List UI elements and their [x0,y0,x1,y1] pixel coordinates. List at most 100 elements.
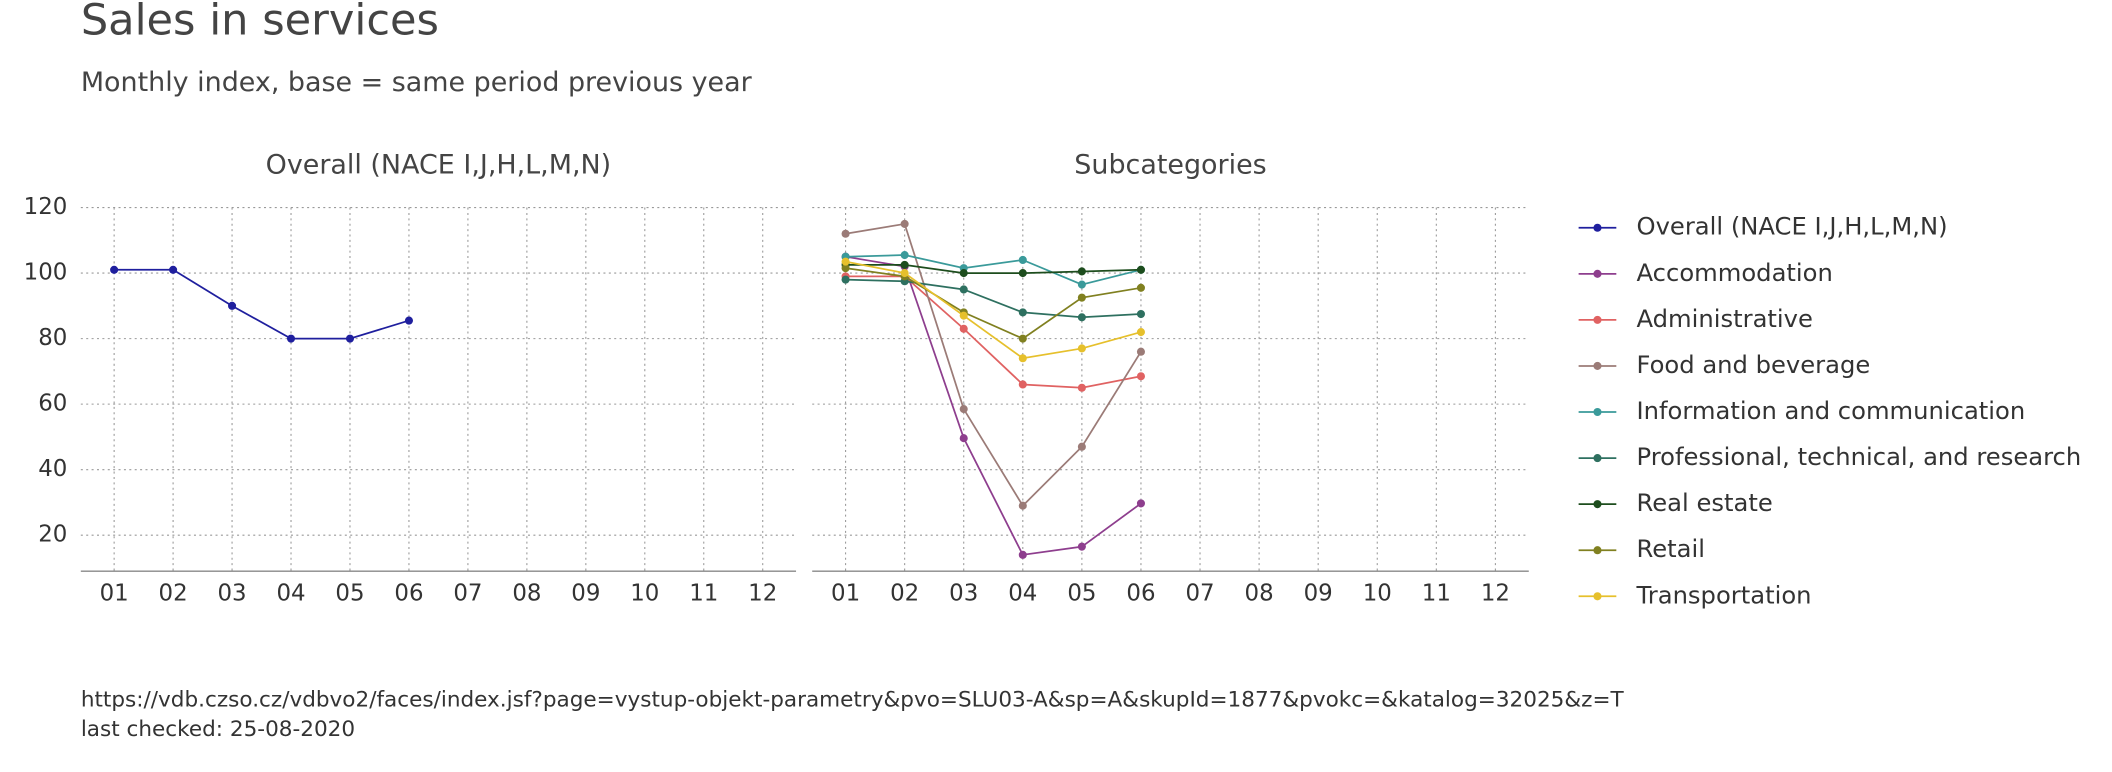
x-tick-label: 11 [1422,581,1451,607]
legend-label: Real estate [1637,488,1773,517]
x-tick-label: 12 [1481,581,1510,607]
point [110,265,119,274]
legend-label: Food and beverage [1637,350,1871,379]
series-line [845,222,1142,508]
legend-label: Information and communication [1637,396,2026,425]
point [959,285,968,294]
point [1018,334,1027,343]
x-tick-label: 03 [949,581,978,607]
x-tick-label: 05 [335,581,364,607]
point [286,334,296,343]
x-tick-label: 07 [453,581,482,607]
point [1018,269,1027,278]
series-line [845,275,1142,389]
point [1077,344,1086,353]
x-tick-label: 01 [100,581,129,607]
legend-label: Overall (NACE I,J,H,L,M,N) [1637,212,1948,241]
panel-title: Subcategories [1074,149,1266,180]
source: https://vdb.czso.cz/vdbvo2/faces/index.j… [81,688,1625,713]
x-tick-label: 05 [1067,581,1096,607]
point [959,269,968,278]
x-tick-label: 04 [1008,581,1037,607]
legend-marker [1593,223,1602,232]
legend-marker [1593,361,1602,370]
point [1018,550,1027,559]
x-tick-label: 02 [890,581,919,607]
series-line [845,267,1142,340]
point [1077,383,1086,392]
point [1136,328,1145,337]
x-tick-label: 01 [831,581,860,607]
point [841,275,850,284]
x-tick-label: 09 [571,581,600,607]
point [841,264,850,273]
y-tick-label: 120 [24,194,68,220]
point [1136,309,1145,319]
point [404,316,413,325]
series-line [845,260,1142,360]
x-tick-label: 10 [1363,581,1392,607]
point [841,229,850,238]
x-tick-label: 03 [218,581,247,607]
note: last checked: 25-08-2020 [81,717,355,742]
point [1018,354,1027,363]
legend-marker [1593,454,1602,463]
series-line [114,268,410,340]
point [900,219,909,228]
point [1077,280,1086,289]
point [1018,308,1027,317]
legend-marker [1593,315,1602,324]
point [900,260,909,269]
point [900,251,909,260]
point [169,265,178,274]
panel-title: Overall (NACE I,J,H,L,M,N) [266,149,612,180]
y-tick-label: 100 [24,260,68,286]
x-tick-label: 08 [512,581,541,607]
point [1018,501,1027,510]
point [959,324,968,333]
legend-marker [1593,500,1602,509]
point [1018,255,1027,265]
point [959,405,968,414]
point [1136,499,1145,508]
legend-label: Professional, technical, and research [1637,442,2082,471]
point [345,334,355,343]
x-tick-label: 11 [689,581,718,607]
point [1077,293,1086,302]
series-line [845,264,1141,274]
x-tick-label: 12 [748,581,777,607]
point [841,257,850,266]
x-tick-label: 10 [630,581,659,607]
legend-marker [1593,269,1602,278]
legend-label: Administrative [1637,304,1813,333]
series-line [845,278,1142,319]
point [1077,542,1086,551]
x-tick-label: 06 [1126,581,1155,607]
legend-label: Retail [1637,534,1705,563]
legend-label: Transportation [1636,580,1812,609]
y-tick-label: 80 [38,325,67,351]
point [1018,380,1027,389]
subtitle: Monthly index, base = same period previo… [81,67,753,98]
point [1077,267,1086,276]
y-tick-label: 60 [38,391,67,417]
point [1136,372,1145,381]
series-line [845,254,1142,286]
legend-marker [1593,592,1602,601]
title: Sales in services [81,0,439,46]
legend-marker [1593,407,1602,417]
point [900,269,909,278]
y-tick-label: 20 [38,522,67,548]
point [1136,265,1145,274]
point [1077,442,1086,451]
point [1077,313,1086,322]
point [1136,283,1145,292]
point [959,434,968,443]
point [1136,347,1145,356]
x-tick-label: 09 [1304,581,1333,607]
legend-marker [1593,546,1602,555]
y-tick-label: 40 [38,456,67,482]
point [228,301,237,310]
x-tick-label: 07 [1185,581,1214,607]
